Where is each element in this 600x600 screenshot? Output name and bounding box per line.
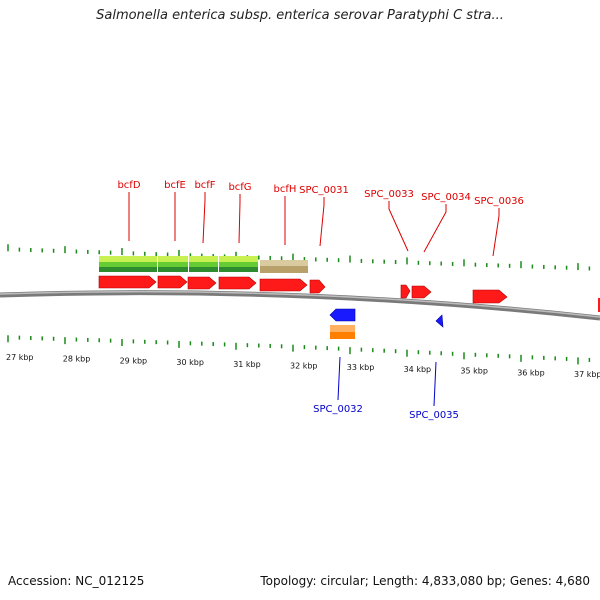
- genome-backbone-highlight: [0, 290, 600, 318]
- gene-leader-line: [492, 208, 500, 257]
- orange-feature[interactable]: [330, 325, 355, 339]
- gene-arrow-SPC_0032[interactable]: [329, 308, 356, 322]
- gene-arrow-bcfG[interactable]: [218, 276, 257, 290]
- kbp-label: 32 kbp: [290, 362, 318, 371]
- gene-label[interactable]: bcfF: [194, 180, 215, 191]
- gene-label[interactable]: SPC_0031: [299, 185, 349, 196]
- kbp-label: 29 kbp: [120, 356, 148, 365]
- gene-leader-line: [433, 361, 437, 407]
- gene-label[interactable]: SPC_0035: [409, 410, 459, 421]
- kbp-label: 36 kbp: [517, 368, 545, 377]
- gene-label[interactable]: SPC_0032: [313, 404, 363, 415]
- gene-arrow-bcfF[interactable]: [187, 276, 217, 290]
- kbp-label: 28 kbp: [63, 355, 91, 364]
- green-feature-block[interactable]: [189, 256, 218, 272]
- green-feature-track: [99, 256, 308, 273]
- gene-label[interactable]: bcfG: [228, 182, 251, 193]
- tan-feature-block[interactable]: [260, 260, 308, 273]
- map-title: Salmonella enterica subsp. enterica sero…: [96, 8, 504, 23]
- kbp-label: 30 kbp: [176, 358, 204, 367]
- gene-arrow-SPC_0036[interactable]: [472, 289, 508, 304]
- kbp-label: 35 kbp: [460, 367, 488, 376]
- gene-label[interactable]: SPC_0033: [364, 189, 414, 200]
- gene-leader-line: [238, 194, 241, 244]
- genome-stats-text: Topology: circular; Length: 4,833,080 bp…: [260, 574, 590, 588]
- genome-backbone: [0, 290, 600, 321]
- kbp-label: 34 kbp: [404, 365, 432, 374]
- gene-label[interactable]: bcfH: [274, 184, 297, 195]
- bottom-tick-track: [7, 335, 591, 365]
- gene-arrow-bcfD[interactable]: [98, 275, 157, 289]
- gene-arrow-SPC_0031[interactable]: [309, 279, 326, 294]
- gene-arrow-SPC_0033[interactable]: [400, 284, 411, 299]
- reverse-gene-track: [329, 308, 444, 328]
- accession-text: Accession: NC_012125: [8, 574, 145, 588]
- green-feature-block[interactable]: [158, 256, 188, 272]
- gene-label[interactable]: SPC_0036: [474, 196, 524, 207]
- gene-label[interactable]: SPC_0034: [421, 192, 471, 203]
- gene-arrow-bcfE[interactable]: [157, 275, 188, 289]
- gene-label[interactable]: bcfD: [117, 180, 140, 191]
- top-gene-labels: bcfD bcfE bcfF bcfG bcfH SPC_0031 SPC_0033 SPC_…: [117, 180, 524, 257]
- gene-arrow-SPC_0034[interactable]: [411, 285, 432, 299]
- green-feature-block[interactable]: [219, 256, 258, 272]
- gene-label[interactable]: bcfE: [164, 180, 186, 191]
- green-feature-block[interactable]: [99, 256, 157, 272]
- gene-leader-line: [388, 201, 409, 252]
- kbp-label: 27 kbp: [6, 353, 34, 362]
- kbp-label: 31 kbp: [233, 360, 261, 369]
- kbp-scale-labels: 27 kbp 28 kbp 29 kbp 30 kbp 31 kbp 32 kbp 33 k…: [6, 353, 600, 379]
- gene-leader-line: [423, 204, 447, 253]
- gene-leader-line: [319, 197, 325, 247]
- top-tick-track: [7, 244, 591, 271]
- kbp-label: 33 kbp: [347, 363, 375, 372]
- kbp-label: 37 kbp: [574, 370, 600, 379]
- gene-arrow-SPC_0035[interactable]: [435, 314, 444, 328]
- gene-leader-line: [202, 192, 206, 244]
- gene-leader-line: [337, 356, 341, 401]
- gene-arrow-bcfH[interactable]: [259, 278, 308, 292]
- forward-gene-track: [98, 275, 600, 312]
- bottom-gene-labels: SPC_0032 SPC_0035: [313, 356, 459, 421]
